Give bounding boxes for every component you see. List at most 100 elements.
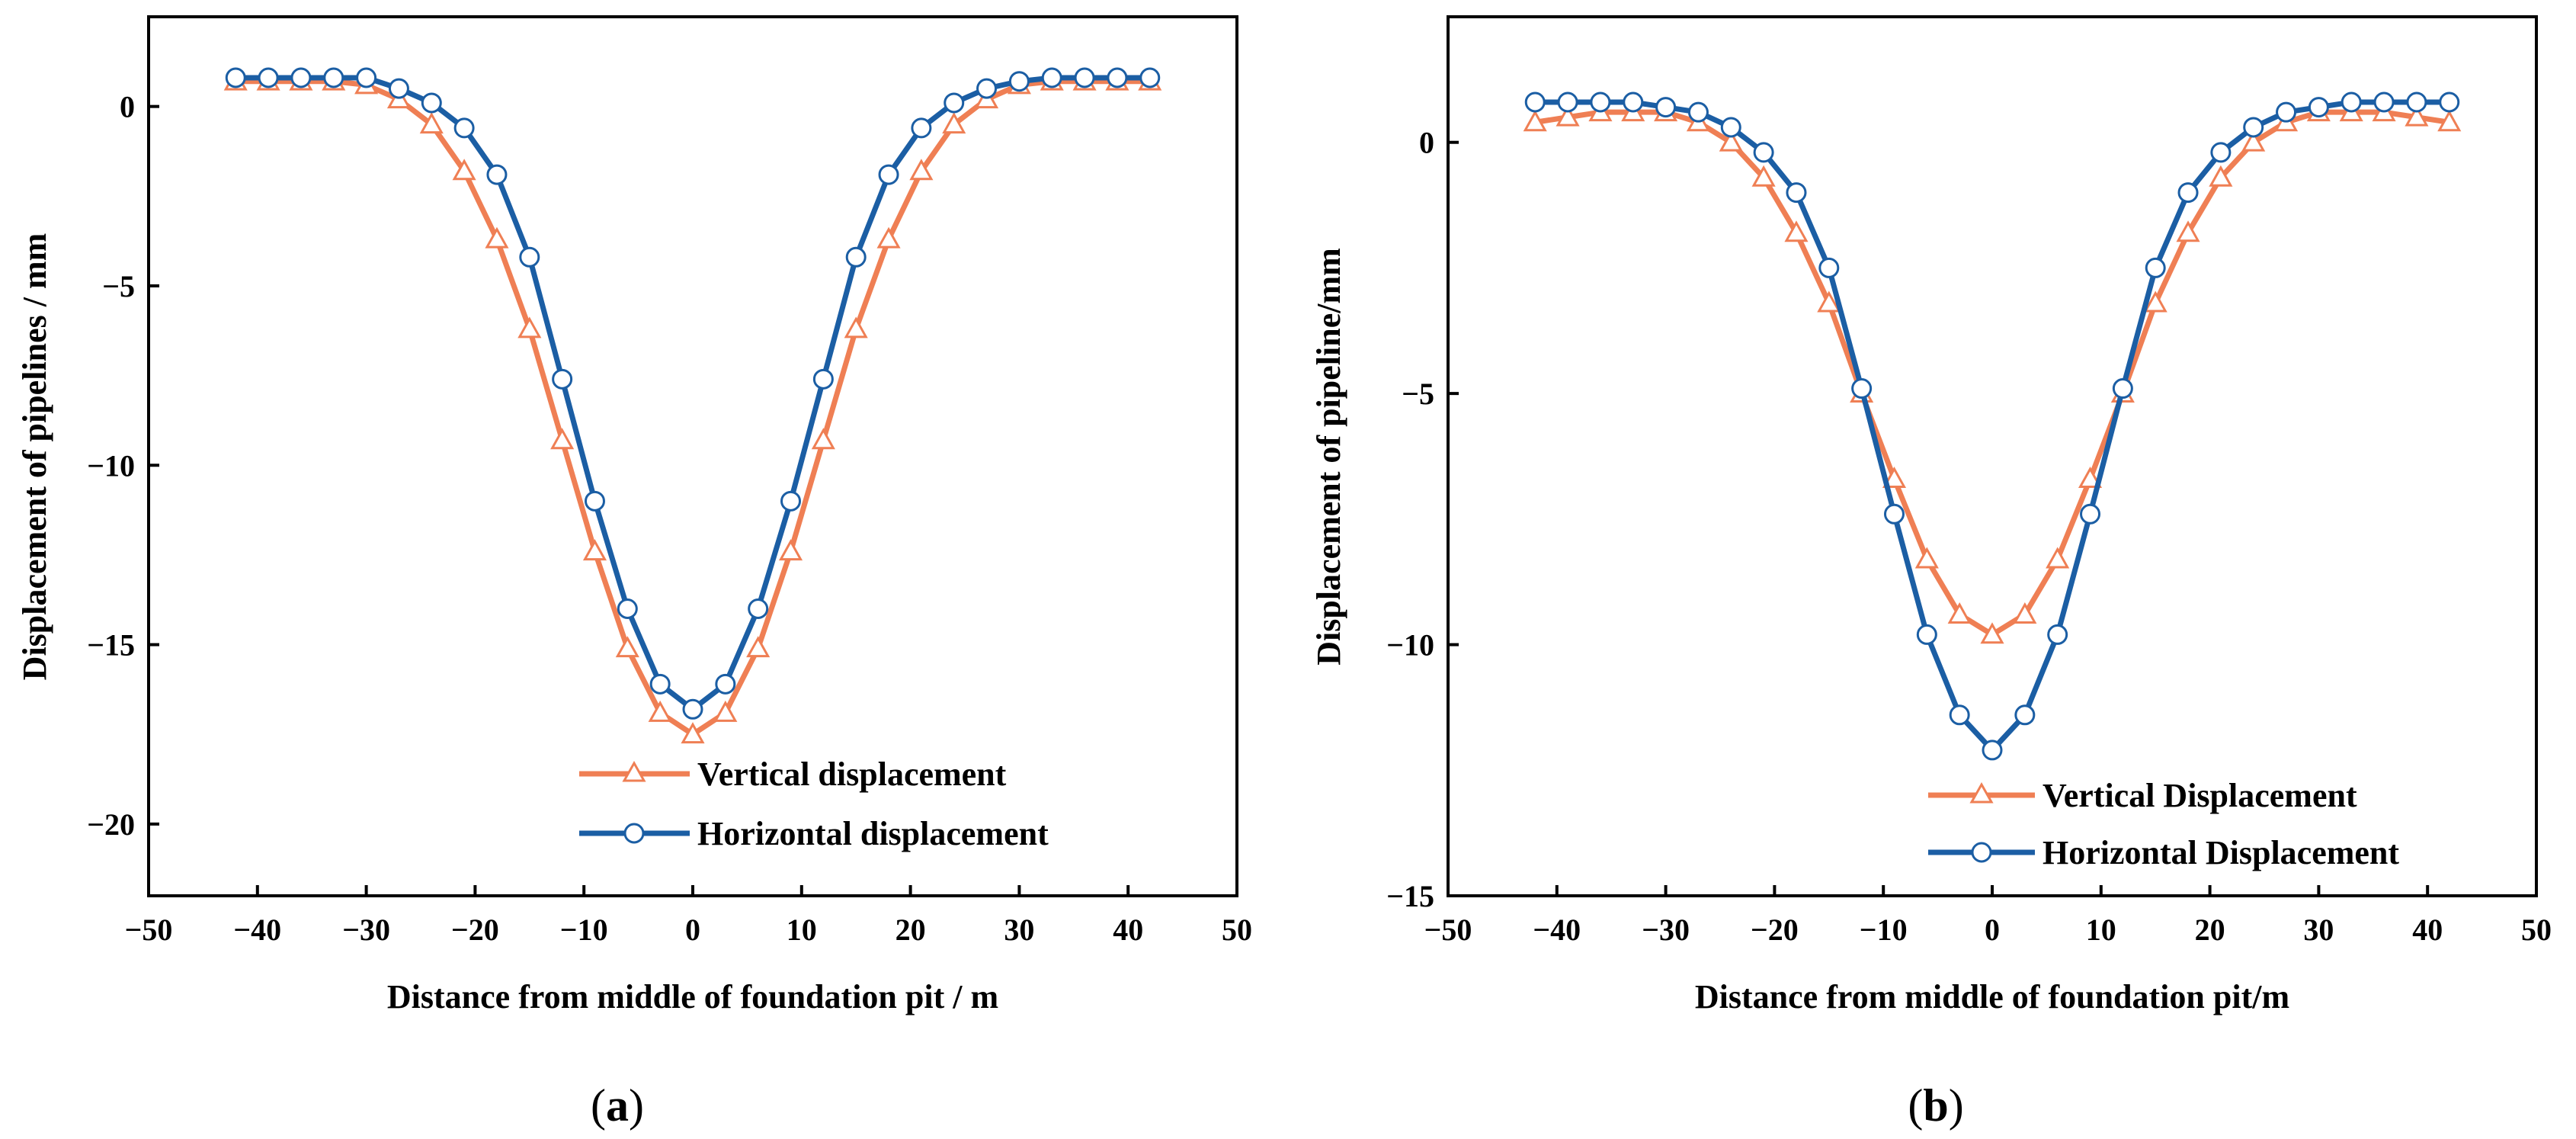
x-tick-label: −50: [125, 913, 173, 947]
data-point-vertical: [1914, 547, 1939, 569]
data-point-horizontal: [584, 490, 605, 512]
data-point-horizontal: [356, 67, 377, 88]
data-point-horizontal: [2406, 91, 2427, 113]
data-point-vertical: [1817, 290, 1841, 313]
data-point-horizontal: [1982, 740, 2003, 761]
data-point-vertical: [2143, 290, 2167, 313]
data-point-horizontal: [911, 117, 932, 139]
data-point-vertical: [1784, 220, 1809, 242]
data-point-horizontal: [2276, 101, 2297, 123]
x-tick-label: −40: [233, 913, 281, 947]
data-point-vertical: [1980, 622, 2004, 644]
data-point-horizontal: [1623, 91, 1644, 113]
series-vertical: [223, 69, 1162, 744]
y-tick-label: −15: [87, 628, 135, 663]
y-axis-label: Displacement of pipeline/mm: [1310, 248, 1347, 666]
x-tick-label: 40: [2412, 913, 2443, 947]
panel-caption: (a): [591, 1080, 644, 1131]
data-point-horizontal: [845, 246, 867, 268]
series-line-horizontal: [1535, 99, 2449, 753]
y-axis-label: Displacement of pipelines / mm: [16, 233, 53, 681]
data-point-horizontal: [748, 598, 769, 620]
data-point-horizontal: [976, 78, 998, 99]
data-point-vertical: [550, 428, 575, 450]
data-point-horizontal: [1720, 117, 1741, 138]
data-point-horizontal: [552, 368, 573, 390]
data-point-vertical: [1947, 602, 1972, 624]
data-point-vertical: [909, 159, 934, 181]
y-tick-label: −20: [87, 807, 135, 842]
legend-label-horizontal: Horizontal displacement: [697, 815, 1049, 852]
data-point-horizontal: [1008, 71, 1030, 92]
series-line-vertical: [1534, 109, 2450, 637]
x-tick-label: −20: [451, 913, 499, 947]
data-point-vertical: [419, 112, 444, 134]
x-tick-label: −20: [1751, 913, 1799, 947]
data-point-horizontal: [2047, 624, 2068, 645]
tick-layer: −50 −40 −30 −20 −10 0 10 20 30 40 50 0 −5 −10 −15 −20: [87, 90, 1252, 947]
data-point-horizontal: [1074, 67, 1095, 88]
data-point-horizontal: [649, 673, 671, 695]
data-point-vertical: [2405, 104, 2429, 127]
data-point-horizontal: [2439, 91, 2460, 113]
data-point-horizontal: [1818, 257, 1840, 278]
data-point-horizontal: [1524, 91, 1546, 113]
data-point-horizontal: [2080, 503, 2101, 525]
data-point-horizontal: [682, 698, 703, 720]
data-point-horizontal: [1655, 97, 1677, 118]
data-point-horizontal: [715, 673, 736, 695]
y-tick-label: −5: [1402, 377, 1434, 411]
x-tick-label: −30: [342, 913, 390, 947]
data-point-horizontal: [2308, 97, 2329, 118]
data-point-horizontal: [1590, 91, 1611, 113]
data-point-vertical: [811, 428, 835, 450]
data-point-horizontal: [1041, 67, 1062, 88]
data-point-vertical: [582, 539, 607, 561]
x-tick-label: 40: [1113, 913, 1143, 947]
x-tick-label: −50: [1424, 913, 1472, 947]
data-point-vertical: [2013, 602, 2037, 624]
x-tick-label: 10: [787, 913, 817, 947]
data-point-vertical: [713, 700, 738, 722]
data-point-horizontal: [2112, 378, 2133, 399]
x-axis-label: Distance from middle of foundation pit/m: [1695, 978, 2289, 1015]
data-point-vertical: [615, 636, 639, 658]
data-point-horizontal: [2014, 704, 2036, 726]
data-point-vertical: [2046, 547, 2070, 569]
y-tick-label: −5: [102, 269, 135, 303]
legend-marker-circle: [1971, 842, 1992, 863]
series-horizontal: [225, 67, 1161, 720]
data-point-horizontal: [1883, 503, 1905, 525]
data-point-vertical: [1523, 110, 1547, 132]
data-point-horizontal: [1687, 101, 1709, 123]
data-point-horizontal: [1107, 67, 1128, 88]
legend-label-horizontal: Horizontal Displacement: [2043, 834, 2399, 871]
x-axis-label: Distance from middle of foundation pit /…: [387, 978, 998, 1015]
tick-layer: −50 −40 −30 −20 −10 0 10 20 30 40 50 0 −5 −10 −15: [1386, 126, 2552, 947]
data-point-vertical: [1751, 165, 1776, 187]
data-point-vertical: [2241, 130, 2266, 152]
data-point-horizontal: [290, 67, 312, 88]
data-point-horizontal: [2177, 182, 2199, 204]
data-point-horizontal: [1139, 67, 1161, 88]
data-point-horizontal: [2341, 91, 2362, 113]
series-vertical: [1523, 100, 2462, 644]
legend-label-vertical: Vertical Displacement: [2043, 777, 2357, 814]
data-point-horizontal: [1557, 91, 1578, 113]
data-point-vertical: [2437, 110, 2462, 132]
data-point-vertical: [1719, 130, 1743, 152]
x-tick-label: −30: [1642, 913, 1690, 947]
data-point-horizontal: [1753, 142, 1774, 163]
x-tick-label: 50: [1222, 913, 1252, 947]
panel-caption: (b): [1908, 1080, 1963, 1131]
data-point-vertical: [844, 316, 868, 338]
x-tick-label: −40: [1533, 913, 1581, 947]
series-horizontal: [1524, 91, 2460, 761]
data-point-vertical: [1882, 467, 1907, 489]
chart-panel-b: −50 −40 −30 −20 −10 0 10 20 30 40 50 0 −5 −10 −15 Dist…: [1310, 15, 2552, 1131]
data-point-horizontal: [944, 92, 965, 114]
data-point-horizontal: [2145, 257, 2166, 278]
x-tick-label: 20: [896, 913, 926, 947]
series-layer: [1523, 91, 2462, 761]
data-point-vertical: [1556, 104, 1580, 127]
